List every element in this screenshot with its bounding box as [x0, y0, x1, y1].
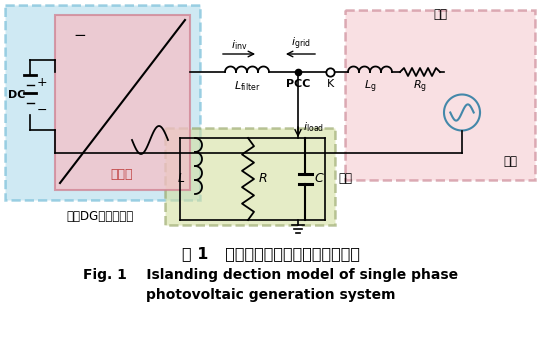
- Text: photovoltaic generation system: photovoltaic generation system: [146, 288, 396, 302]
- Text: 基于DG光伏逆变器: 基于DG光伏逆变器: [66, 210, 134, 223]
- Text: −: −: [74, 28, 86, 42]
- Text: $i_{\rm load}$: $i_{\rm load}$: [303, 120, 324, 134]
- Text: 负载: 负载: [338, 172, 352, 186]
- Text: $L_{\rm filter}$: $L_{\rm filter}$: [234, 79, 260, 93]
- Text: 逆变器: 逆变器: [111, 169, 133, 182]
- Text: Fig. 1    Islanding dection model of single phase: Fig. 1 Islanding dection model of single…: [83, 268, 459, 282]
- Text: $C$: $C$: [314, 172, 325, 186]
- Text: 电网: 电网: [503, 155, 517, 168]
- Text: $i_{\rm grid}$: $i_{\rm grid}$: [291, 36, 311, 52]
- Text: −: −: [37, 103, 47, 117]
- Text: PCC: PCC: [286, 79, 310, 89]
- Text: $L_{\rm g}$: $L_{\rm g}$: [364, 79, 376, 96]
- Text: $L$: $L$: [177, 172, 185, 186]
- Text: $i_{\rm inv}$: $i_{\rm inv}$: [231, 38, 247, 52]
- FancyBboxPatch shape: [55, 15, 190, 190]
- Text: K: K: [326, 79, 334, 89]
- Text: DC: DC: [8, 90, 25, 100]
- FancyBboxPatch shape: [165, 128, 335, 225]
- Text: 电网: 电网: [433, 8, 447, 21]
- Text: 图 1   单相光伏发电系统孤岛检测模型: 图 1 单相光伏发电系统孤岛检测模型: [182, 246, 360, 261]
- Text: $R$: $R$: [258, 172, 268, 186]
- Text: +: +: [37, 75, 47, 88]
- FancyBboxPatch shape: [345, 10, 535, 180]
- Text: $R_{\rm g}$: $R_{\rm g}$: [413, 79, 427, 96]
- FancyBboxPatch shape: [5, 5, 200, 200]
